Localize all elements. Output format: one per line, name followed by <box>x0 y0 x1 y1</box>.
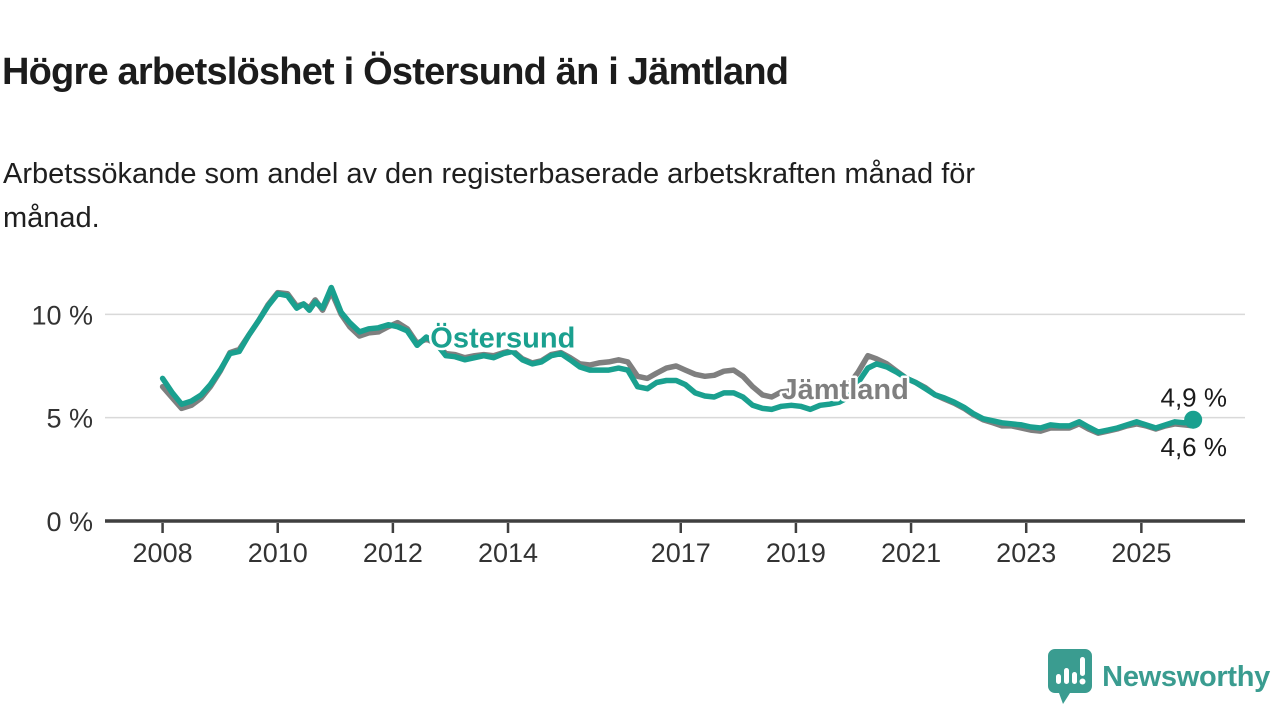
page-title: Högre arbetslöshet i Östersund än i Jämt… <box>2 51 789 94</box>
series-line-jamtland <box>159 288 1196 436</box>
y-axis-tick-label: 10 % <box>31 300 93 330</box>
x-axis-tick-label: 2017 <box>651 538 711 568</box>
y-axis-tick-label: 0 % <box>46 507 93 537</box>
chart-subtitle: Arbetssökande som andel av den registerb… <box>3 158 976 234</box>
series-label-jamtland: Jämtland <box>782 374 909 406</box>
x-axis-tick-label: 2021 <box>881 538 941 568</box>
series-line-ostersund <box>159 284 1196 435</box>
x-axis-tick-label: 2008 <box>133 538 193 568</box>
x-axis-tick-label: 2023 <box>996 538 1056 568</box>
series-end-dot-ostersund <box>1184 410 1203 429</box>
newsworthy-logo: Newsworthy <box>1047 648 1270 706</box>
y-axis-tick-label: 5 % <box>46 404 93 434</box>
x-axis-tick-label: 2025 <box>1111 538 1171 568</box>
end-value-label-jamtland: 4,6 % <box>1161 432 1228 462</box>
x-axis-tick-label: 2019 <box>766 538 826 568</box>
newsworthy-brand-text: Newsworthy <box>1102 660 1270 693</box>
end-value-label-ostersund: 4,9 % <box>1161 383 1228 413</box>
x-axis-tick-label: 2014 <box>478 538 538 568</box>
series-label-ostersund: Östersund <box>430 321 575 354</box>
x-axis-tick-label: 2012 <box>363 538 423 568</box>
x-axis-tick-label: 2010 <box>248 538 308 568</box>
newsworthy-bubble-chart-icon <box>1048 649 1093 704</box>
